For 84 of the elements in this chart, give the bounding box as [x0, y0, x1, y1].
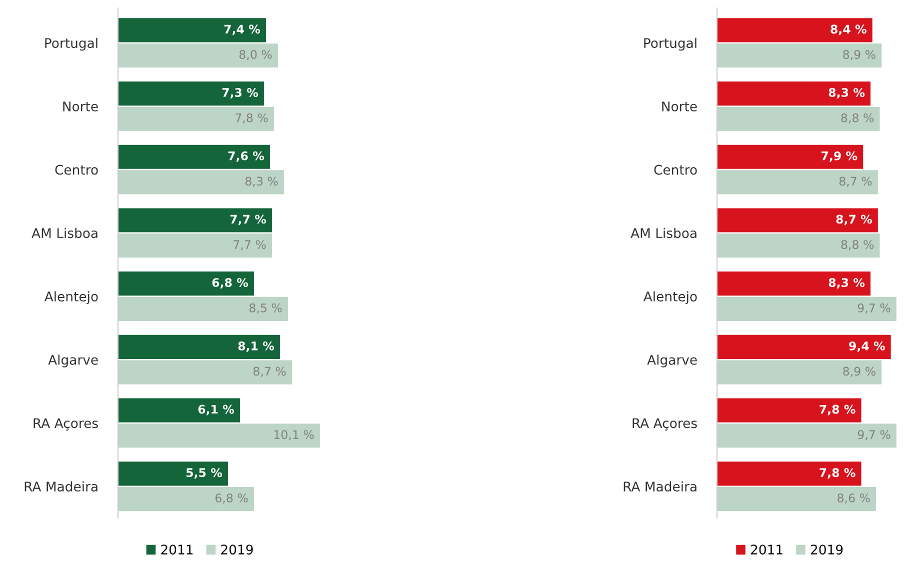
- bar: [717, 462, 862, 486]
- bar: [717, 18, 872, 42]
- bar: [717, 360, 882, 384]
- data-label: 7,8 %: [820, 404, 856, 416]
- bar: [118, 296, 288, 321]
- bar: [118, 106, 274, 131]
- data-label: 9,7 %: [858, 430, 890, 440]
- data-label: 7,8 %: [820, 468, 856, 479]
- data-label: 8,3 %: [828, 278, 865, 289]
- y-tick-label: RA Madeira: [624, 481, 696, 492]
- bar: [118, 462, 228, 486]
- y-tick-label: AM Lisboa: [32, 228, 98, 238]
- y-tick-label: Algarve: [48, 354, 98, 368]
- data-label: 7,4 %: [224, 24, 260, 36]
- data-label: 9,7 %: [858, 303, 890, 314]
- data-label: 6,8 %: [212, 278, 248, 289]
- data-label: 8,9 %: [843, 50, 876, 60]
- data-label: 8,8 %: [841, 240, 874, 250]
- bar: [118, 272, 254, 296]
- data-label: 7,9 %: [822, 151, 858, 162]
- y-tick-label: AM Lisboa: [630, 228, 696, 238]
- bar: [717, 398, 862, 422]
- bar: [717, 144, 864, 169]
- data-label: 9,4 %: [849, 341, 885, 352]
- bar: [118, 43, 278, 68]
- y-tick-label: Norte: [662, 102, 697, 112]
- legend-label: 2019: [221, 544, 253, 555]
- bar: [118, 208, 272, 232]
- bar: [717, 106, 880, 131]
- data-label: 8,1 %: [238, 341, 274, 352]
- data-label: 7,6 %: [228, 151, 264, 162]
- y-tick-label: Centro: [55, 164, 98, 175]
- data-label: 6,8 %: [216, 493, 248, 504]
- bar: [717, 296, 896, 321]
- bar: [118, 360, 292, 384]
- bar: [118, 234, 272, 258]
- data-label: 8,7 %: [253, 366, 286, 377]
- y-tick-label: RA Açores: [34, 418, 98, 431]
- bar: [118, 486, 254, 512]
- bar: [717, 81, 871, 106]
- y-tick-label: RA Açores: [632, 418, 697, 431]
- y-tick-label: Portugal: [45, 38, 98, 51]
- data-label: 8,7 %: [836, 214, 872, 226]
- bar: [717, 424, 896, 448]
- bar: [118, 81, 264, 106]
- y-tick-label: RA Madeira: [24, 481, 98, 492]
- data-label: 6,1 %: [198, 404, 234, 416]
- data-label: 8,7 %: [839, 176, 872, 187]
- data-label: 8,4 %: [830, 24, 866, 36]
- bar: [717, 43, 882, 68]
- bar: [717, 272, 871, 296]
- bar: [118, 398, 240, 422]
- data-label: 7,7 %: [234, 240, 266, 250]
- y-tick-label: Centro: [654, 164, 697, 175]
- legend-label: 2019: [810, 544, 843, 555]
- bar: [118, 334, 280, 359]
- y-tick-label: Portugal: [644, 38, 696, 51]
- data-label: 7,7 %: [230, 214, 266, 226]
- bar: [717, 486, 876, 512]
- y-tick-label: Norte: [63, 102, 98, 112]
- data-label: 8,3 %: [245, 176, 278, 187]
- data-label: 7,3 %: [222, 88, 258, 98]
- data-label: 8,8 %: [841, 113, 874, 124]
- data-label: 8,9 %: [843, 366, 876, 377]
- data-label: 8,6 %: [838, 493, 870, 504]
- bar: [717, 234, 880, 258]
- bar: [717, 170, 878, 194]
- bar: [118, 424, 320, 448]
- bar: [717, 208, 878, 232]
- bar: [717, 334, 891, 359]
- data-label: 8,3 %: [828, 88, 865, 98]
- legend-label: 2011: [750, 544, 782, 555]
- data-label: 7,8 %: [236, 113, 268, 124]
- bar: [118, 144, 270, 169]
- y-tick-label: Alentejo: [44, 291, 98, 304]
- y-tick-label: Alentejo: [643, 291, 697, 304]
- data-label: 5,5 %: [186, 468, 222, 479]
- legend-label: 2011: [161, 544, 193, 555]
- bar: [118, 170, 284, 194]
- bar: [118, 18, 266, 42]
- data-label: 8,0 %: [239, 50, 272, 60]
- y-tick-label: Algarve: [647, 354, 697, 368]
- data-label: 8,5 %: [249, 303, 282, 314]
- data-label: 10,1 %: [274, 430, 314, 440]
